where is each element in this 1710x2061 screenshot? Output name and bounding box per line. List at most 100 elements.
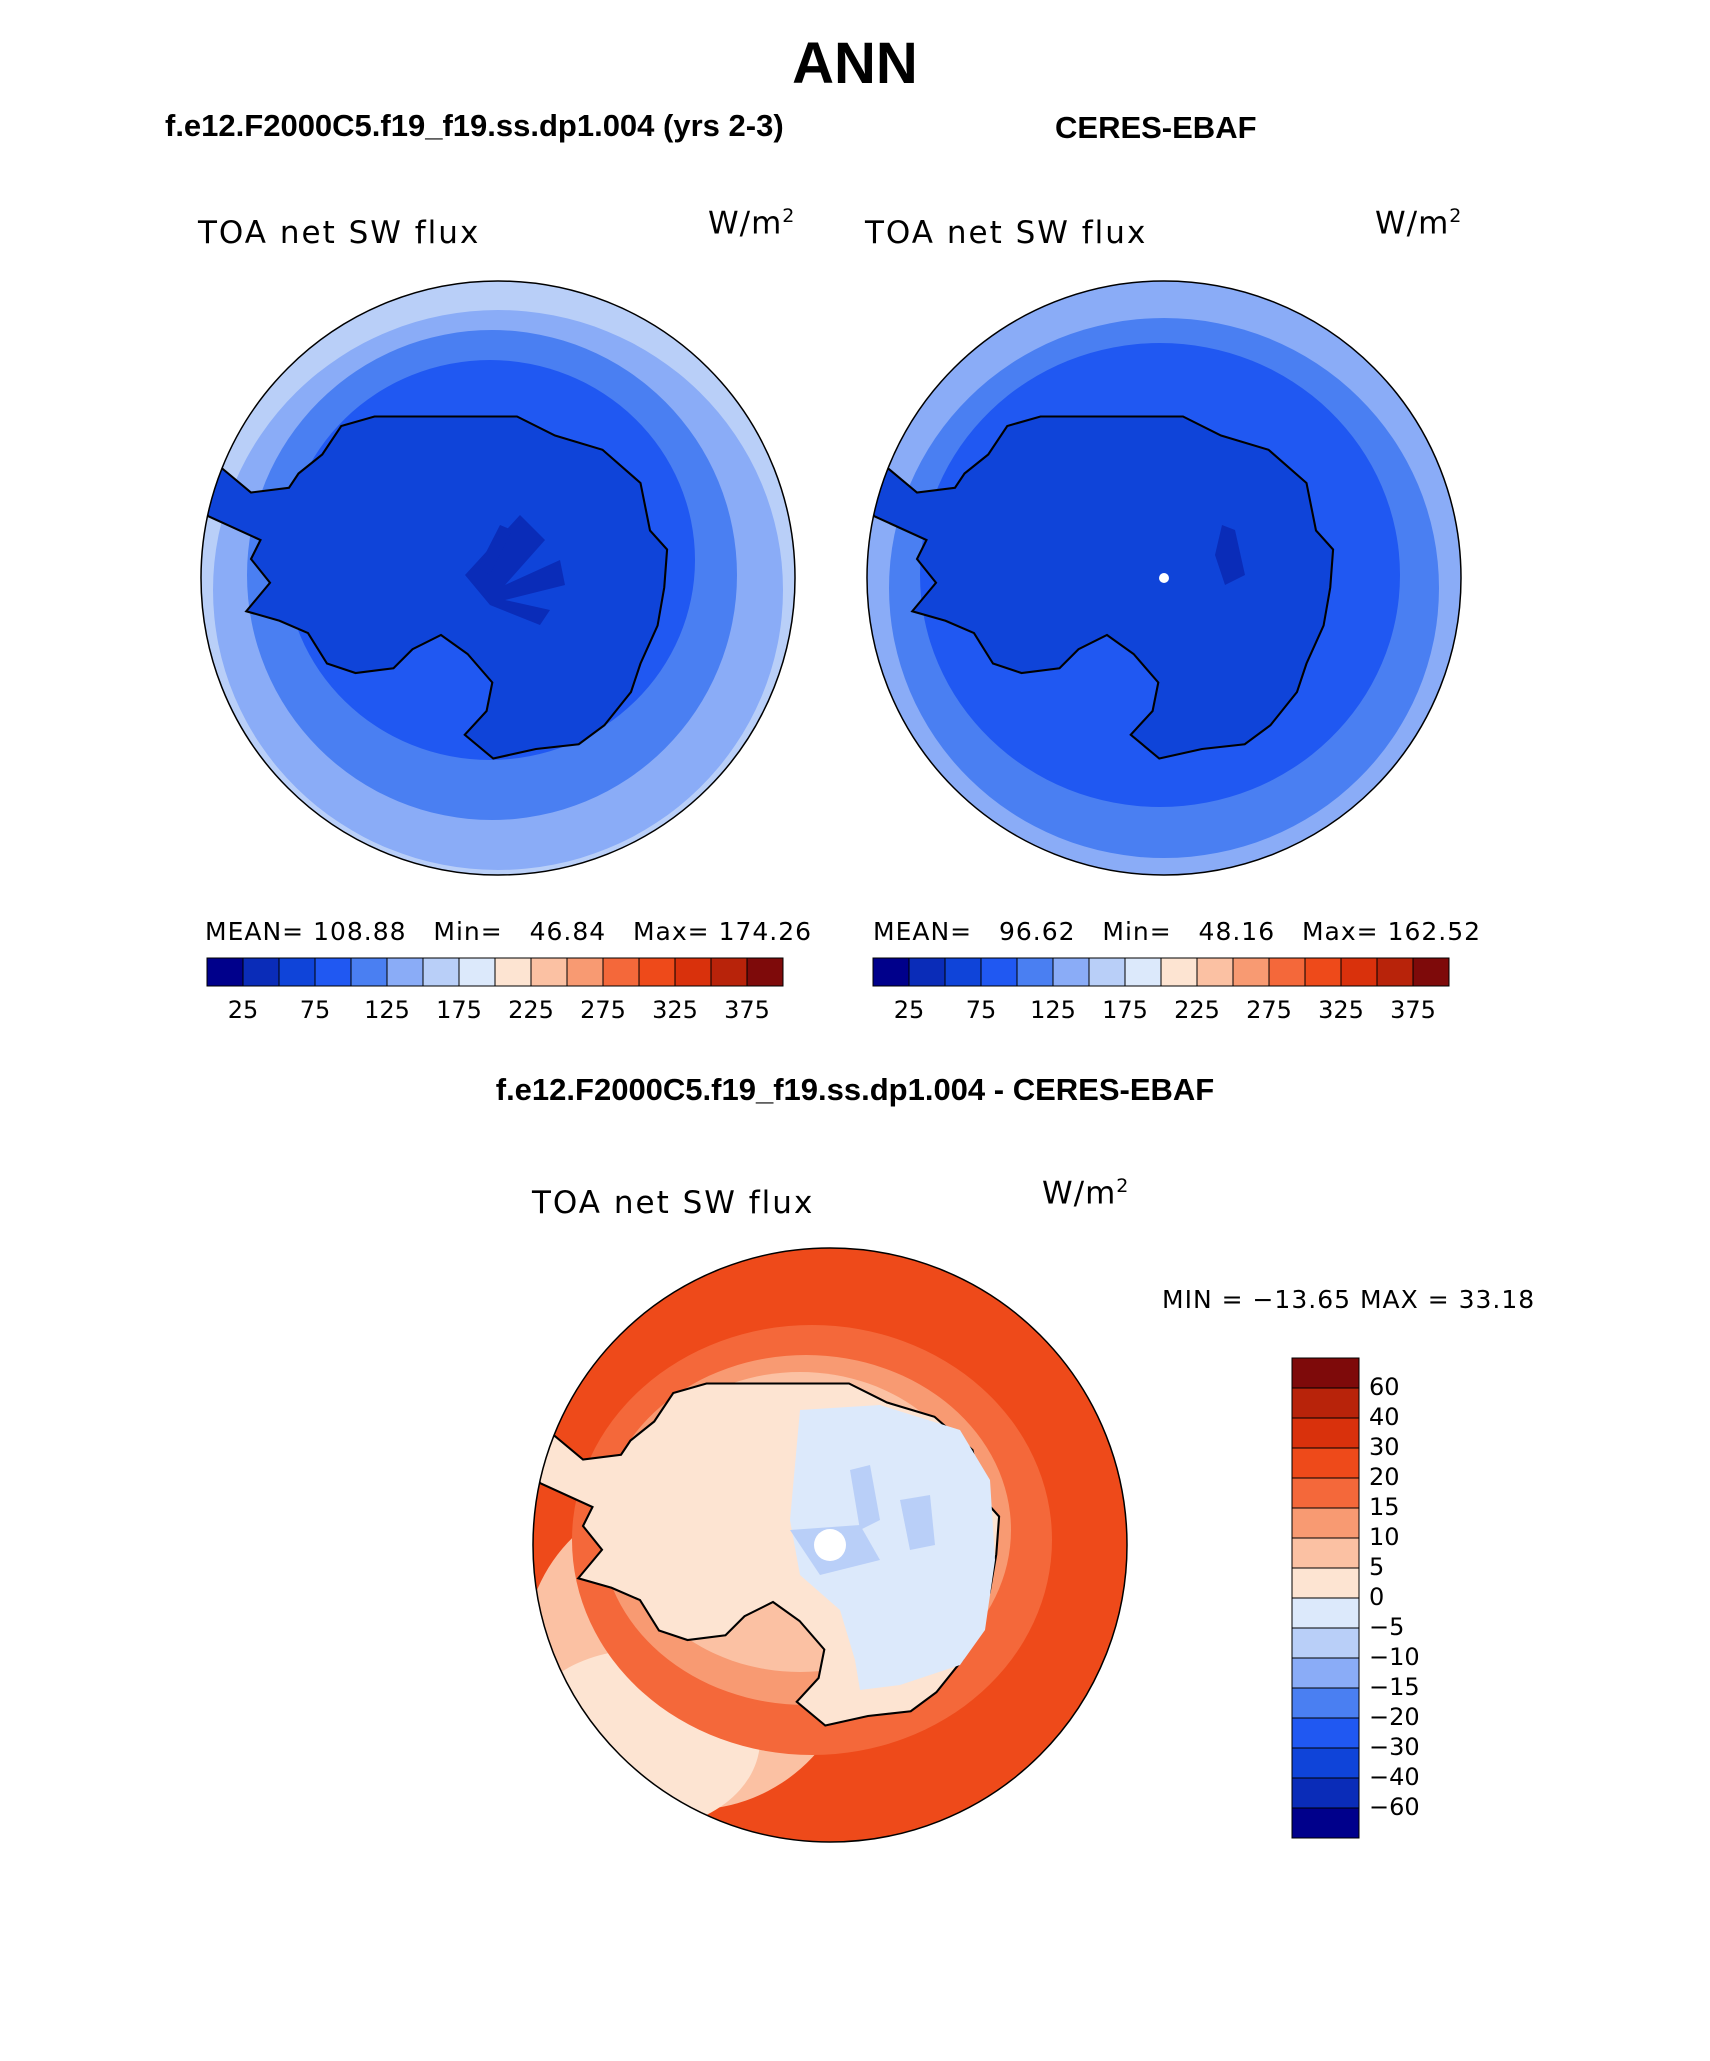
panel-a-colorbar-box-14 xyxy=(710,957,748,987)
panel-b-colorbar-box-8 xyxy=(1160,957,1198,987)
diff-colorbar-box-3 xyxy=(1291,1447,1360,1479)
panel-a-colorbar-box-3 xyxy=(314,957,352,987)
diff-map-frame xyxy=(532,1247,1128,1843)
panel-a-colorbar-box-10 xyxy=(566,957,604,987)
diff-colorbar-level: −5 xyxy=(1369,1613,1405,1641)
panel-a-colorbar-tick: 375 xyxy=(724,996,770,1024)
panel-b-units-label: W/m2 xyxy=(1375,205,1463,242)
panel-b-colorbar-box-5 xyxy=(1052,957,1090,987)
diff-colorbar-box-8 xyxy=(1291,1597,1360,1629)
diff-colorbar-box-9 xyxy=(1291,1627,1360,1659)
panel-a-colorbar-box-8 xyxy=(494,957,532,987)
diff-colorbar-level: 15 xyxy=(1369,1493,1400,1521)
panel-b-colorbar-tick: 75 xyxy=(965,996,997,1024)
panel-a-mean-value: 108.88 xyxy=(313,917,407,946)
panel-b-colorbar-box-2 xyxy=(944,957,982,987)
panel-b-colorbar-box-9 xyxy=(1196,957,1234,987)
diff-colorbar-box-4 xyxy=(1291,1477,1360,1509)
panel-a-units-label: W/m2 xyxy=(708,205,796,242)
panel-a-colorbar-box-9 xyxy=(530,957,568,987)
panel-a-colorbar xyxy=(206,957,784,987)
diff-colorbar-box-5 xyxy=(1291,1507,1360,1539)
diff-colorbar-level: −15 xyxy=(1369,1673,1420,1701)
panel-a-colorbar-tick: 325 xyxy=(652,996,698,1024)
panel-a-colorbar-box-13 xyxy=(674,957,712,987)
panel-b-colorbar-box-4 xyxy=(1016,957,1054,987)
panel-b-colorbar-box-13 xyxy=(1340,957,1378,987)
panel-b-variable-label: TOA net SW flux xyxy=(865,215,1148,251)
panel-a-max-value: 174.26 xyxy=(718,917,813,946)
diff-colorbar-box-10 xyxy=(1291,1657,1360,1689)
panel-b-pole-missing xyxy=(1159,573,1169,583)
diff-pole-missing xyxy=(814,1529,846,1561)
diff-variable-label: TOA net SW flux xyxy=(532,1185,815,1221)
panel-b-map xyxy=(867,281,1461,875)
difference-title: f.e12.F2000C5.f19_f19.ss.dp1.004 - CERES… xyxy=(495,1072,1215,1107)
panel-a-colorbar-box-4 xyxy=(350,957,388,987)
panel-a-map xyxy=(201,281,795,875)
panel-b-colorbar-box-6 xyxy=(1088,957,1126,987)
panel-a-colorbar-box-1 xyxy=(242,957,280,987)
diff-colorbar-level: −10 xyxy=(1369,1643,1420,1671)
panel-a-colorbar-tick: 75 xyxy=(299,996,331,1024)
diff-colorbar-box-13 xyxy=(1291,1747,1360,1779)
diff-colorbar-box-7 xyxy=(1291,1567,1360,1599)
panel-b-colorbar-tick: 325 xyxy=(1318,996,1364,1024)
panel-a-colorbar-box-12 xyxy=(638,957,676,987)
panel-b-max-value: 162.52 xyxy=(1387,917,1482,946)
diff-colorbar-box-6 xyxy=(1291,1537,1360,1569)
panel-b-colorbar-tick: 375 xyxy=(1390,996,1436,1024)
panel-a-colorbar-box-11 xyxy=(602,957,640,987)
panel-b-colorbar-tick: 25 xyxy=(893,996,925,1024)
panel-a-colorbar-box-5 xyxy=(386,957,424,987)
panel-a-stats: MEAN= 108.88 Min= 46.84 Max= 174.26 xyxy=(205,917,812,946)
panel-b-stats: MEAN= 96.62 Min= 48.16 Max= 162.52 xyxy=(873,917,1481,946)
panel-b-colorbar-box-7 xyxy=(1124,957,1162,987)
diff-colorbar-box-0 xyxy=(1291,1357,1360,1389)
panel-a-colorbar-tick: 225 xyxy=(508,996,554,1024)
diff-colorbar-box-12 xyxy=(1291,1717,1360,1749)
panel-b-mean-value: 96.62 xyxy=(998,917,1076,946)
panel-a-interior-streaks xyxy=(465,515,565,625)
diff-map xyxy=(533,1248,1127,1842)
diff-colorbar-level: 5 xyxy=(1369,1553,1385,1581)
diff-colorbar-level: 60 xyxy=(1369,1373,1400,1401)
diff-colorbar-level: −30 xyxy=(1369,1733,1420,1761)
panel-b-colorbar xyxy=(872,957,1450,987)
panel-b-colorbar-box-15 xyxy=(1412,957,1450,987)
panel-b-title: CERES-EBAF xyxy=(1055,110,1257,145)
panel-b-colorbar-box-1 xyxy=(908,957,946,987)
panel-b-colorbar-box-10 xyxy=(1232,957,1270,987)
panel-b-colorbar-box-12 xyxy=(1304,957,1342,987)
panel-a-colorbar-tick: 25 xyxy=(227,996,259,1024)
panel-b-colorbar-box-14 xyxy=(1376,957,1414,987)
diff-colorbar-level: −60 xyxy=(1369,1793,1420,1821)
diff-colorbar-box-2 xyxy=(1291,1417,1360,1449)
panel-a-colorbar-box-2 xyxy=(278,957,316,987)
panel-b-min-label: Min= xyxy=(1102,917,1172,946)
diff-colorbar-level: −40 xyxy=(1369,1763,1420,1791)
panel-b-interior-patches xyxy=(1215,525,1245,585)
panel-b-colorbar-tick: 125 xyxy=(1030,996,1076,1024)
diff-colorbar-level: 20 xyxy=(1369,1463,1400,1491)
diff-colorbar-level: 0 xyxy=(1369,1583,1385,1611)
diff-colorbar-level: 10 xyxy=(1369,1523,1400,1551)
diff-min-max-stats: MIN = −13.65 MAX = 33.18 xyxy=(1162,1285,1536,1314)
panel-b-colorbar-tick: 225 xyxy=(1174,996,1220,1024)
panel-b-colorbar-box-0 xyxy=(872,957,910,987)
panel-a-mean-label: MEAN= xyxy=(205,917,305,946)
diff-colorbar-box-14 xyxy=(1291,1777,1360,1809)
panel-a-colorbar-box-6 xyxy=(422,957,460,987)
diff-colorbar xyxy=(1291,1357,1360,1839)
diff-colorbar-box-11 xyxy=(1291,1687,1360,1719)
panel-a-map-frame xyxy=(200,280,796,876)
panel-a-colorbar-tick: 275 xyxy=(580,996,626,1024)
diff-colorbar-level: 40 xyxy=(1369,1403,1400,1431)
panel-b-mean-label: MEAN= xyxy=(873,917,973,946)
diff-interior-negative xyxy=(790,1405,995,1690)
diff-units-label: W/m2 xyxy=(1042,1175,1130,1212)
diff-colorbar-box-1 xyxy=(1291,1387,1360,1419)
panel-a-min-value: 46.84 xyxy=(529,917,607,946)
panel-b-max-label: Max= xyxy=(1301,917,1379,946)
